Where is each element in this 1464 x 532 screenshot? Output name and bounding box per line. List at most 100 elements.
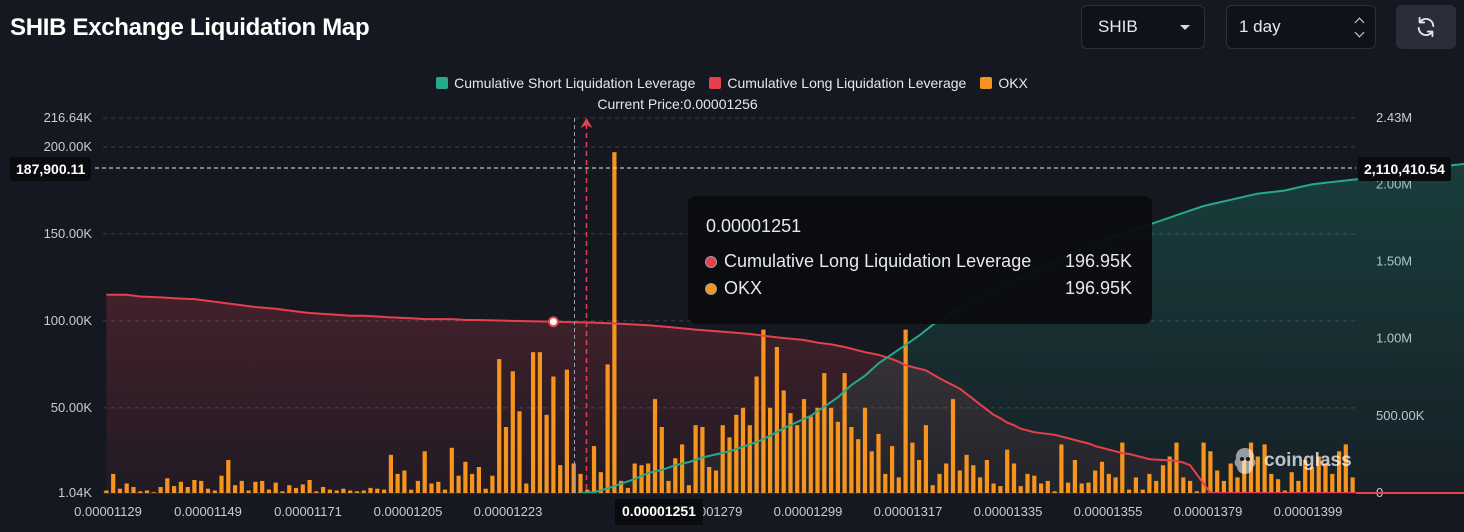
- okx-bar: [639, 465, 644, 493]
- okx-bar: [761, 329, 766, 493]
- okx-bar: [388, 454, 393, 493]
- okx-bar: [314, 491, 319, 493]
- okx-bar: [280, 491, 285, 493]
- okx-bar: [1188, 480, 1193, 493]
- okx-bar: [1343, 444, 1348, 493]
- x-tick-label: 0.00001317: [874, 504, 943, 519]
- okx-bar: [1025, 473, 1030, 493]
- okx-bar: [117, 488, 122, 493]
- okx-bar: [1228, 463, 1233, 493]
- okx-bar: [896, 477, 901, 493]
- okx-bar: [111, 473, 116, 493]
- okx-bar: [172, 486, 177, 493]
- tooltip-label-long: Cumulative Long Liquidation Leverage: [724, 251, 1032, 271]
- okx-bar: [409, 489, 414, 493]
- tooltip-dot-long: [706, 256, 716, 267]
- okx-bar: [1079, 483, 1084, 493]
- okx-bar: [1276, 479, 1281, 493]
- period-select[interactable]: 1 day: [1226, 5, 1376, 49]
- okx-bar: [903, 329, 908, 493]
- okx-bar: [659, 427, 664, 493]
- okx-bar: [1140, 489, 1145, 493]
- chart-legend: Cumulative Short Liquidation Leverage Cu…: [0, 75, 1464, 91]
- okx-bar: [483, 488, 488, 493]
- okx-bar: [734, 414, 739, 493]
- okx-bar: [937, 473, 942, 493]
- okx-bar: [1262, 444, 1267, 493]
- okx-bar: [707, 467, 712, 493]
- crosshair-x-value: 0.00001251: [615, 499, 703, 525]
- x-tick-label: 0.00001299: [774, 504, 843, 519]
- okx-bar: [1221, 480, 1226, 493]
- okx-bar: [822, 373, 827, 493]
- tooltip-title: 0.00001251: [706, 216, 802, 236]
- okx-bar: [686, 485, 691, 493]
- okx-bar: [808, 416, 813, 493]
- okx-bar: [1133, 477, 1138, 493]
- tooltip-row-long: Cumulative Long Liquidation Leverage 196…: [706, 251, 1134, 272]
- okx-bar: [138, 491, 143, 493]
- okx-bar: [1093, 470, 1098, 493]
- okx-bar: [971, 465, 976, 493]
- refresh-button[interactable]: [1396, 5, 1456, 49]
- okx-bar: [239, 480, 244, 493]
- okx-bar: [104, 490, 109, 493]
- okx-bar: [849, 427, 854, 493]
- okx-bar: [876, 433, 881, 493]
- okx-bar: [1011, 463, 1017, 493]
- okx-bar: [564, 369, 569, 493]
- okx-bar: [165, 478, 170, 493]
- okx-bar: [890, 446, 895, 493]
- current-price-arrow: [580, 118, 593, 128]
- x-tick-label: 0.00001335: [974, 504, 1043, 519]
- okx-bar: [1194, 491, 1199, 493]
- okx-bar: [605, 364, 610, 493]
- okx-bar: [327, 489, 332, 493]
- okx-bar: [490, 475, 495, 493]
- okx-bar: [1303, 460, 1308, 493]
- okx-bar: [815, 407, 820, 493]
- okx-bar: [856, 439, 861, 493]
- okx-bar: [727, 437, 732, 493]
- okx-bar: [652, 399, 658, 493]
- okx-bar: [1160, 465, 1166, 493]
- okx-bar: [1113, 477, 1118, 493]
- okx-bar: [361, 490, 366, 493]
- crosshair-left-value: 187,900.11: [10, 157, 92, 181]
- okx-bar: [774, 347, 779, 493]
- okx-bar: [341, 488, 346, 493]
- crosshair: [95, 118, 1356, 493]
- legend-item-okx[interactable]: OKX: [980, 75, 1028, 91]
- okx-bar: [158, 487, 163, 493]
- y-left-tick-label: 1.04K: [58, 485, 92, 500]
- coinglass-watermark: coinglass: [1232, 446, 1352, 476]
- okx-bar: [449, 447, 454, 493]
- legend-item-long[interactable]: Cumulative Long Liquidation Leverage: [709, 75, 966, 91]
- legend-item-short[interactable]: Cumulative Short Liquidation Leverage: [436, 75, 695, 91]
- okx-bar: [287, 485, 292, 493]
- short-area: [580, 163, 1464, 493]
- okx-bar: [1059, 444, 1064, 493]
- okx-bar: [1289, 472, 1294, 493]
- okx-bar: [436, 481, 441, 493]
- okx-bar: [781, 390, 786, 493]
- y-left-tick-label: 50.00K: [51, 400, 93, 415]
- y-left-tick-label: 150.00K: [44, 226, 93, 241]
- okx-bar: [429, 483, 434, 493]
- okx-bar: [1269, 473, 1274, 493]
- coinglass-logo-icon: [1234, 448, 1256, 474]
- okx-bar: [476, 467, 481, 493]
- okx-bar: [1018, 486, 1023, 493]
- okx-bar: [1099, 461, 1105, 493]
- x-tick-label: 0.00001149: [174, 504, 242, 519]
- okx-bar: [1174, 442, 1179, 493]
- okx-bar: [293, 487, 299, 493]
- y-left-tick-label: 200.00K: [44, 139, 93, 154]
- okx-bar: [788, 413, 793, 493]
- watermark-text: coinglass: [1264, 450, 1352, 471]
- okx-bar: [219, 475, 224, 493]
- symbol-select[interactable]: SHIB: [1081, 5, 1205, 49]
- x-tick-label: 0.00001223: [474, 504, 543, 519]
- okx-bar: [1235, 477, 1240, 493]
